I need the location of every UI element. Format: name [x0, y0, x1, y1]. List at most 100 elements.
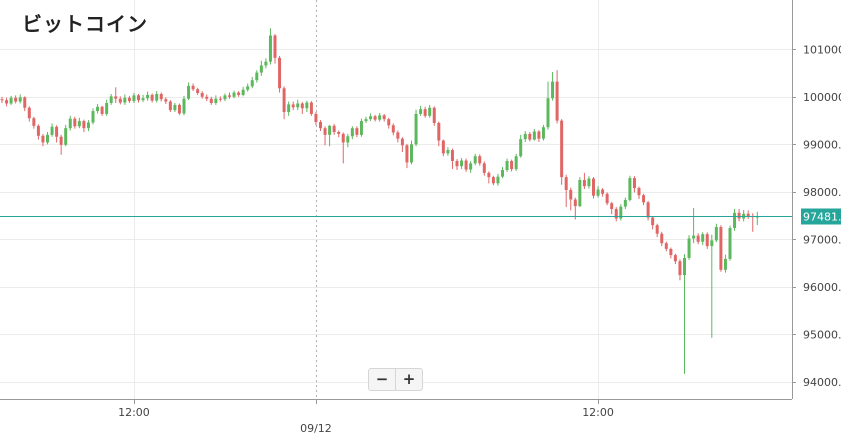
- candle-body: [405, 145, 409, 163]
- current-price-tag-bg: [801, 208, 841, 225]
- candle-body: [82, 121, 86, 129]
- candle: [642, 193, 646, 206]
- candle-body: [36, 125, 40, 136]
- candle-body: [287, 104, 291, 113]
- candle-body: [91, 111, 95, 123]
- candle-body: [223, 95, 227, 100]
- candle: [41, 133, 45, 147]
- candle-body: [478, 156, 482, 164]
- candle: [605, 192, 609, 206]
- candle: [501, 167, 504, 179]
- candle-body: [501, 170, 504, 177]
- candle-body: [0, 99, 4, 101]
- candle: [123, 94, 127, 105]
- candle-body: [692, 235, 696, 239]
- zoom-in-button[interactable]: +: [395, 369, 422, 390]
- candle-body: [551, 81, 555, 99]
- candle: [309, 101, 313, 116]
- candle: [541, 124, 545, 141]
- candle-body: [733, 212, 737, 229]
- candle: [514, 153, 518, 171]
- candle: [141, 94, 145, 103]
- candle: [328, 124, 332, 147]
- candle: [410, 140, 413, 165]
- candle: [432, 106, 436, 126]
- candle: [678, 259, 682, 281]
- candle: [692, 208, 696, 244]
- candle: [191, 83, 195, 92]
- candle: [164, 97, 168, 104]
- candle: [396, 130, 400, 143]
- candle-body: [364, 119, 368, 122]
- candle-body: [109, 96, 113, 103]
- candle: [177, 103, 181, 115]
- candle-body: [182, 98, 186, 114]
- candle: [537, 130, 541, 142]
- candle-body: [437, 122, 441, 141]
- candle-body: [127, 97, 131, 102]
- candle-body: [491, 177, 495, 184]
- candle-body: [9, 97, 13, 104]
- candle-body: [610, 203, 614, 209]
- candle: [496, 173, 500, 186]
- candle-body: [683, 257, 686, 276]
- candle: [441, 139, 445, 157]
- y-tick-label: 98000.0: [803, 186, 841, 199]
- y-tick-label: 97000.0: [803, 233, 841, 246]
- candle: [646, 200, 650, 221]
- candle-body: [746, 213, 750, 217]
- candle: [337, 130, 341, 138]
- candle: [55, 125, 59, 143]
- candle: [359, 118, 363, 137]
- candle-body: [337, 131, 341, 134]
- candle: [701, 232, 705, 246]
- candle-body: [55, 126, 59, 137]
- candle-body: [314, 113, 318, 123]
- candle: [68, 115, 72, 131]
- candle: [405, 143, 409, 169]
- candle: [382, 113, 386, 122]
- zoom-out-button[interactable]: −: [375, 370, 389, 388]
- candle: [14, 95, 18, 104]
- candle: [50, 123, 54, 137]
- candle-body: [118, 98, 122, 103]
- candle: [705, 232, 709, 249]
- candle: [209, 96, 213, 105]
- candle-body: [228, 95, 231, 97]
- candle-body: [155, 93, 159, 101]
- candle: [182, 95, 186, 116]
- candle-body: [18, 97, 22, 102]
- candle: [482, 161, 486, 176]
- candle: [601, 188, 605, 197]
- candle-body: [423, 109, 427, 116]
- candle-body: [96, 106, 100, 112]
- candle-body: [469, 163, 473, 170]
- candle: [100, 105, 104, 116]
- candle: [137, 93, 140, 103]
- candle-body: [282, 88, 286, 113]
- candle: [719, 225, 723, 272]
- candle: [623, 197, 627, 209]
- zoom-controls: − +: [368, 368, 423, 391]
- candle: [73, 116, 77, 129]
- candle-body: [737, 212, 741, 219]
- candle: [259, 60, 263, 76]
- candle-body: [250, 80, 254, 87]
- candle: [573, 197, 577, 220]
- candle-body: [396, 132, 400, 139]
- candle-body: [723, 258, 727, 270]
- candle: [723, 254, 727, 273]
- candle-body: [596, 189, 600, 196]
- candle: [291, 101, 295, 111]
- candle-body: [728, 228, 732, 259]
- candle-body: [623, 199, 627, 207]
- candle-body: [64, 128, 68, 145]
- candle-body: [391, 125, 395, 133]
- candle: [437, 121, 441, 147]
- candle: [569, 187, 573, 211]
- candle-body: [187, 85, 191, 99]
- candle: [582, 172, 586, 190]
- candle-body: [450, 150, 454, 161]
- candle-body: [701, 234, 705, 242]
